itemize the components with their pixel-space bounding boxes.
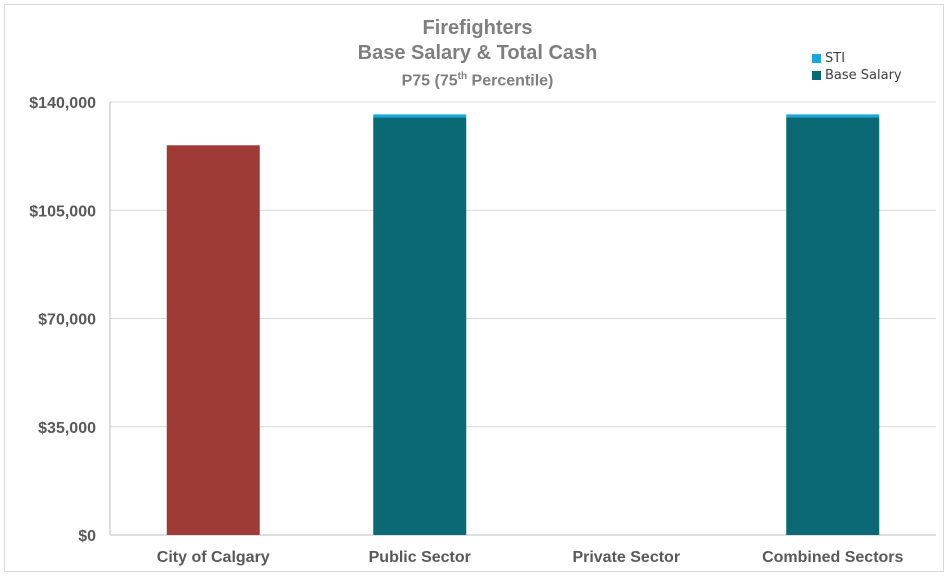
bar-base-salary: [166, 145, 260, 536]
chart-title-block: Firefighters Base Salary & Total Cash P7…: [0, 16, 950, 92]
legend-swatch-base-salary: [812, 71, 821, 80]
x-tick-label: Public Sector: [369, 549, 471, 566]
legend-item-base-salary: Base Salary: [812, 67, 902, 84]
y-tick-label: $105,000: [29, 203, 96, 220]
y-tick-label: $140,000: [29, 95, 96, 112]
legend-swatch-sti: [812, 54, 821, 63]
bar-base-salary: [373, 117, 467, 535]
bar-sti: [373, 114, 467, 118]
x-tick-label: Private Sector: [572, 549, 680, 566]
y-tick-label: $70,000: [38, 312, 96, 329]
chart-subtitle: Base Salary & Total Cash: [357, 42, 598, 64]
chart-title: Firefighters: [422, 17, 533, 39]
legend-label-base-salary: Base Salary: [825, 68, 902, 83]
chart-legend: STI Base Salary: [812, 50, 902, 84]
x-tick-label: Combined Sectors: [762, 549, 903, 566]
y-tick-label: $0: [78, 528, 96, 545]
chart-subtitle-percentile: P75 (75th Percentile): [401, 71, 554, 90]
legend-label-sti: STI: [825, 51, 846, 66]
bar-sti: [786, 114, 880, 118]
x-tick-label: City of Calgary: [157, 549, 270, 566]
y-tick-label: $35,000: [38, 420, 96, 437]
bar-base-salary: [786, 117, 880, 535]
legend-item-sti: STI: [812, 50, 902, 67]
